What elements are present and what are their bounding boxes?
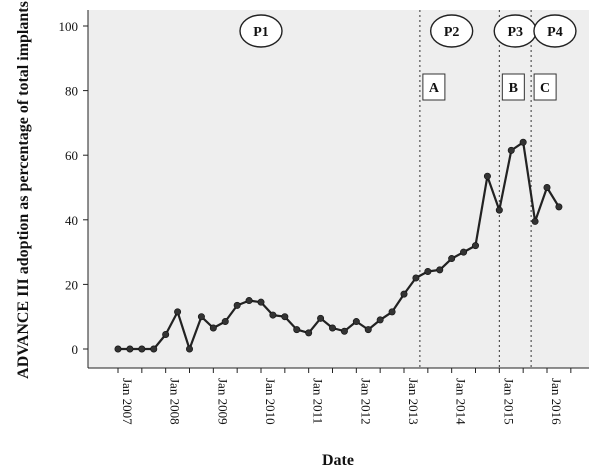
data-point (520, 139, 526, 145)
y-axis: 0 20 40 60 80 100 (59, 10, 89, 368)
period-label: P3 (507, 25, 523, 40)
x-tick-label: Jan 2012 (358, 378, 373, 425)
data-point (162, 331, 168, 337)
data-point (186, 346, 192, 352)
data-point (127, 346, 133, 352)
data-point (365, 326, 371, 332)
data-point (484, 173, 490, 179)
data-point (139, 346, 145, 352)
x-tick-label: Jan 2010 (263, 378, 278, 425)
data-point (413, 275, 419, 281)
x-axis: Jan 2007 Jan 2008 Jan 2009 Jan 2010 Jan 2011… (88, 368, 589, 425)
data-point (460, 249, 466, 255)
data-point (222, 318, 228, 324)
data-point (270, 312, 276, 318)
data-point (401, 291, 407, 297)
x-axis-title: Date (322, 452, 354, 469)
data-point (258, 299, 264, 305)
reference-label: B (509, 81, 518, 96)
x-tick-label: Jan 2015 (501, 378, 516, 425)
data-point (377, 317, 383, 323)
data-point (317, 315, 323, 321)
reference-label: C (540, 81, 550, 96)
data-point (389, 309, 395, 315)
y-tick-label: 0 (72, 342, 79, 357)
data-point (508, 147, 514, 153)
data-point (425, 268, 431, 274)
data-point (472, 242, 478, 248)
data-point (198, 314, 204, 320)
data-point (115, 346, 121, 352)
data-point (246, 297, 252, 303)
data-point (341, 328, 347, 334)
data-point (353, 318, 359, 324)
data-point (329, 325, 335, 331)
data-point (532, 218, 538, 224)
x-tick-label: Jan 2016 (549, 378, 564, 425)
y-tick-label: 100 (59, 19, 79, 34)
data-point (437, 267, 443, 273)
x-tick-label: Jan 2014 (454, 378, 469, 425)
y-axis-title: ADVANCE III adoption as percentage of to… (15, 1, 32, 379)
period-label: P1 (253, 25, 269, 40)
plot-area (88, 10, 589, 368)
data-point (544, 184, 550, 190)
x-tick-label: Jan 2013 (406, 378, 421, 425)
x-tick-label: Jan 2011 (311, 378, 326, 424)
data-point (210, 325, 216, 331)
data-point (234, 302, 240, 308)
data-point (174, 309, 180, 315)
y-tick-label: 40 (65, 213, 78, 228)
period-label: P4 (547, 25, 563, 40)
x-tick-label: Jan 2009 (215, 378, 230, 425)
period-label: P2 (444, 25, 460, 40)
data-point (448, 255, 454, 261)
y-tick-label: 80 (65, 84, 78, 99)
reference-label: A (429, 81, 440, 96)
data-point (496, 207, 502, 213)
data-point (282, 314, 288, 320)
x-tick-label: Jan 2008 (168, 378, 183, 425)
data-point (556, 204, 562, 210)
data-point (305, 330, 311, 336)
data-point (151, 346, 157, 352)
y-tick-label: 60 (65, 148, 78, 163)
x-tick-label: Jan 2007 (120, 378, 135, 425)
data-point (294, 326, 300, 332)
y-tick-label: 20 (65, 277, 78, 292)
